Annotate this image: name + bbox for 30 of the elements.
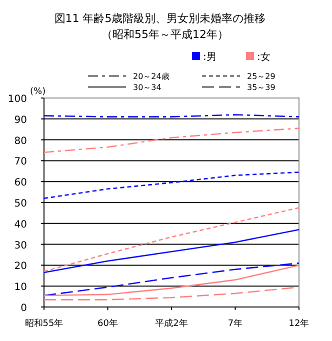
y-tick-label: 30 [14, 240, 27, 252]
text: 25～29 [247, 72, 276, 81]
y-tick-label: 10 [14, 282, 27, 294]
y-tick-label: 40 [14, 219, 27, 230]
x-tick-label: 7年 [228, 318, 243, 329]
y-tick-label: 50 [14, 198, 27, 210]
x-tick-label: 平成2年 [155, 318, 188, 329]
text: :女 [257, 51, 270, 63]
x-tick-label: 12年 [288, 318, 310, 329]
y-axis-title: (%) [30, 87, 46, 97]
line-series [43, 207, 300, 272]
chart-subtitle: （昭和55年～平成12年） [102, 28, 228, 41]
text: 20～24歳 [133, 72, 170, 81]
y-tick-label: 70 [14, 156, 27, 168]
y-tick-label: 80 [14, 136, 27, 147]
line-series [43, 286, 300, 300]
y-tick-label: 60 [14, 178, 27, 189]
x-tick-label: 昭和55年 [24, 318, 64, 329]
x-tick-label: 60年 [98, 318, 118, 329]
line-series [43, 172, 300, 199]
y-tick-label: 100 [8, 94, 27, 105]
text: 35～39 [247, 83, 276, 92]
text: :男 [203, 52, 216, 63]
y-tick-label: 0 [20, 303, 27, 314]
line-series [43, 229, 300, 274]
line-series [43, 128, 300, 153]
y-tick-label: 90 [14, 114, 27, 126]
y-tick-label: 20 [14, 261, 27, 272]
chart-title: 図11 年齢5歳階級別、男女別未婚率の推移 [54, 12, 266, 25]
text: 30～34 [133, 83, 162, 92]
